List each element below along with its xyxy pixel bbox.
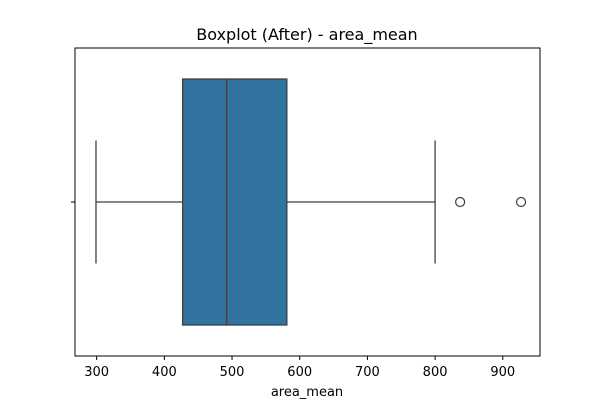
x-tick-label-700: 700 xyxy=(355,365,380,380)
x-tick-label-400: 400 xyxy=(152,365,177,380)
x-tick-label-900: 900 xyxy=(490,365,515,380)
x-tick-label-500: 500 xyxy=(220,365,245,380)
x-tick-label-600: 600 xyxy=(287,365,312,380)
x-tick-label-300: 300 xyxy=(84,365,109,380)
plot-area xyxy=(71,47,541,357)
x-axis-ticks: 300 400 500 600 700 800 900 xyxy=(84,356,515,380)
outlier-point-1 xyxy=(515,196,527,208)
outlier-point-0 xyxy=(455,196,466,208)
x-tick-label-800: 800 xyxy=(423,365,448,380)
chart-title: Boxplot (After) - area_mean xyxy=(196,25,417,45)
iqr-box xyxy=(181,78,288,326)
x-axis-label: area_mean xyxy=(271,385,343,400)
